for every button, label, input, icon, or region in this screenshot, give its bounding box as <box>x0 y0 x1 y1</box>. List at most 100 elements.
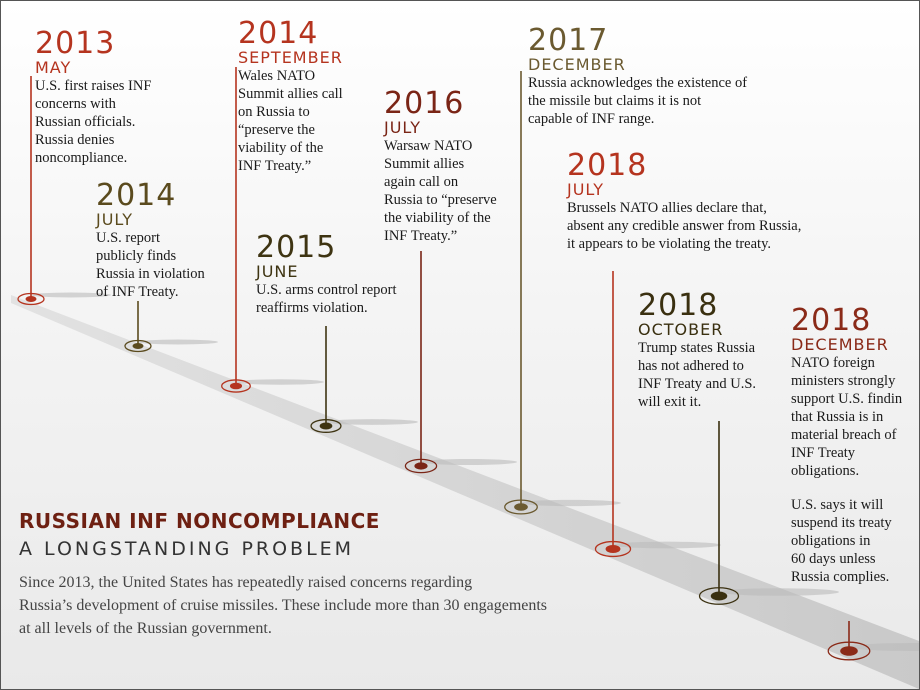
event-year: 2018 <box>638 288 719 323</box>
event-year: 2018 <box>567 148 648 183</box>
description-line: Since 2013, the United States has repeat… <box>19 574 473 591</box>
event: 2017 DECEMBER Russia acknowledges the exis… <box>528 26 747 128</box>
event-text: INF Treaty.” <box>384 228 458 244</box>
description: Since 2013, the United States has repeat… <box>19 571 547 640</box>
event-text: the missile but claims it is not <box>528 93 702 109</box>
marker-shadow <box>849 643 919 651</box>
event-month: MAY <box>35 58 72 77</box>
subtitle: A LONGSTANDING PROBLEM <box>19 538 355 560</box>
marker-dot <box>710 591 728 601</box>
event-month: JULY <box>384 118 421 137</box>
event-text: Russia complies. <box>791 569 890 585</box>
event-text: material breach of <box>791 427 897 443</box>
event-year: 2013 <box>35 26 116 61</box>
event-text: Warsaw NATO <box>384 138 473 154</box>
event-text: obligations in <box>791 533 871 549</box>
event: 2014 JULY U.S. report publicly finds Russia … <box>96 181 205 301</box>
event: 2016 JULY Warsaw NATO Summit allies again ca… <box>384 89 497 245</box>
event-text: 60 days unless <box>791 551 876 567</box>
title: RUSSIAN INF NONCOMPLIANCE <box>19 509 380 533</box>
event-text: INF Treaty <box>791 445 856 461</box>
event-text: U.S. report <box>96 230 161 246</box>
event-text: Brussels NATO allies declare that, <box>567 200 767 216</box>
event-month: DECEMBER <box>791 335 889 354</box>
event-text: Summit allies call <box>238 86 343 102</box>
event-text: Russia acknowledges the existence of <box>528 75 748 91</box>
marker-shadow <box>138 339 218 345</box>
marker-dot <box>229 382 243 390</box>
event-text: has not adhered to <box>638 358 744 374</box>
event-text: again call on <box>384 174 459 190</box>
marker-ring <box>310 419 342 433</box>
marker-shadow <box>421 459 517 465</box>
event-text: Russia in violation <box>96 266 205 282</box>
marker-shadow <box>719 588 839 596</box>
event-text: obligations. <box>791 463 860 479</box>
marker-ring <box>124 339 152 353</box>
marker-dot <box>414 462 428 470</box>
event-year: 2018 <box>791 303 872 338</box>
marker-shadow <box>326 419 418 425</box>
event: 2018 DECEMBER NATO foreign ministers strong… <box>791 306 902 586</box>
event-text: Summit allies <box>384 156 465 172</box>
event-year: 2017 <box>528 23 609 58</box>
spacer <box>791 480 902 496</box>
marker-dot <box>840 646 858 656</box>
event-text: Wales NATO <box>238 68 316 84</box>
event-text: suspend its treaty <box>791 515 892 531</box>
event-month: DECEMBER <box>528 55 626 74</box>
event-text: of INF Treaty. <box>96 284 179 300</box>
event-text: Russian officials. <box>35 114 136 130</box>
marker-ring <box>221 379 251 393</box>
marker-dot <box>514 503 528 511</box>
event-text: the viability of the <box>384 210 491 226</box>
event: 2014 SEPTEMBER Wales NATO Summit allies cal… <box>238 19 343 175</box>
event-text: support U.S. findin <box>791 391 903 407</box>
event-text: noncompliance. <box>35 150 128 166</box>
marker-shadow <box>613 541 721 549</box>
event: 2013 MAY U.S. first raises INF concerns wit… <box>35 29 151 167</box>
event-text: Trump states Russia <box>638 340 756 356</box>
event-year: 2015 <box>256 230 337 265</box>
event: 2015 JUNE U.S. arms control report reaffirm… <box>256 233 397 317</box>
event-text: Russia denies <box>35 132 115 148</box>
event-text: INF Treaty.” <box>238 158 312 174</box>
event-year: 2014 <box>238 16 319 51</box>
event-text: concerns with <box>35 96 116 112</box>
marker-ring <box>17 292 45 306</box>
event-text: capable of INF range. <box>528 111 655 127</box>
event-text: ministers strongly <box>791 373 896 389</box>
event-text: publicly finds <box>96 248 177 264</box>
timeline-band <box>11 295 919 689</box>
event-text: U.S. first raises INF <box>35 78 152 94</box>
description-line: at all levels of the Russian government. <box>19 620 272 637</box>
event-text: absent any credible answer from Russia, <box>567 218 802 234</box>
event-year: 2014 <box>96 178 177 213</box>
marker-dot <box>605 544 621 554</box>
event-text: NATO foreign <box>791 355 875 371</box>
event-month: JULY <box>96 210 133 229</box>
marker-dot <box>25 296 37 302</box>
event-text: U.S. says it will <box>791 497 884 513</box>
event-text: Russia to “preserve <box>384 192 497 208</box>
event-text: that Russia is in <box>791 409 884 425</box>
marker-shadow <box>31 292 111 298</box>
event-text: “preserve the <box>238 122 315 138</box>
event-month: JULY <box>567 180 604 199</box>
description-line: Russia’s development of cruise missiles.… <box>19 597 548 614</box>
event-month: SEPTEMBER <box>238 48 343 67</box>
event-text: INF Treaty and U.S. <box>638 376 757 392</box>
marker-dot <box>319 422 333 430</box>
event: 2018 JULY Brussels NATO allies declare tha… <box>567 151 801 253</box>
marker-ring <box>698 587 740 605</box>
event-text: it appears to be violating the treaty. <box>567 236 772 252</box>
event-text: will exit it. <box>638 394 702 410</box>
event-text: U.S. arms control report <box>256 282 397 298</box>
marker-shadow <box>236 379 324 385</box>
event-text: on Russia to <box>238 104 310 120</box>
marker-ring <box>504 499 538 515</box>
event-text: viability of the <box>238 140 324 156</box>
event-month: OCTOBER <box>638 320 724 339</box>
